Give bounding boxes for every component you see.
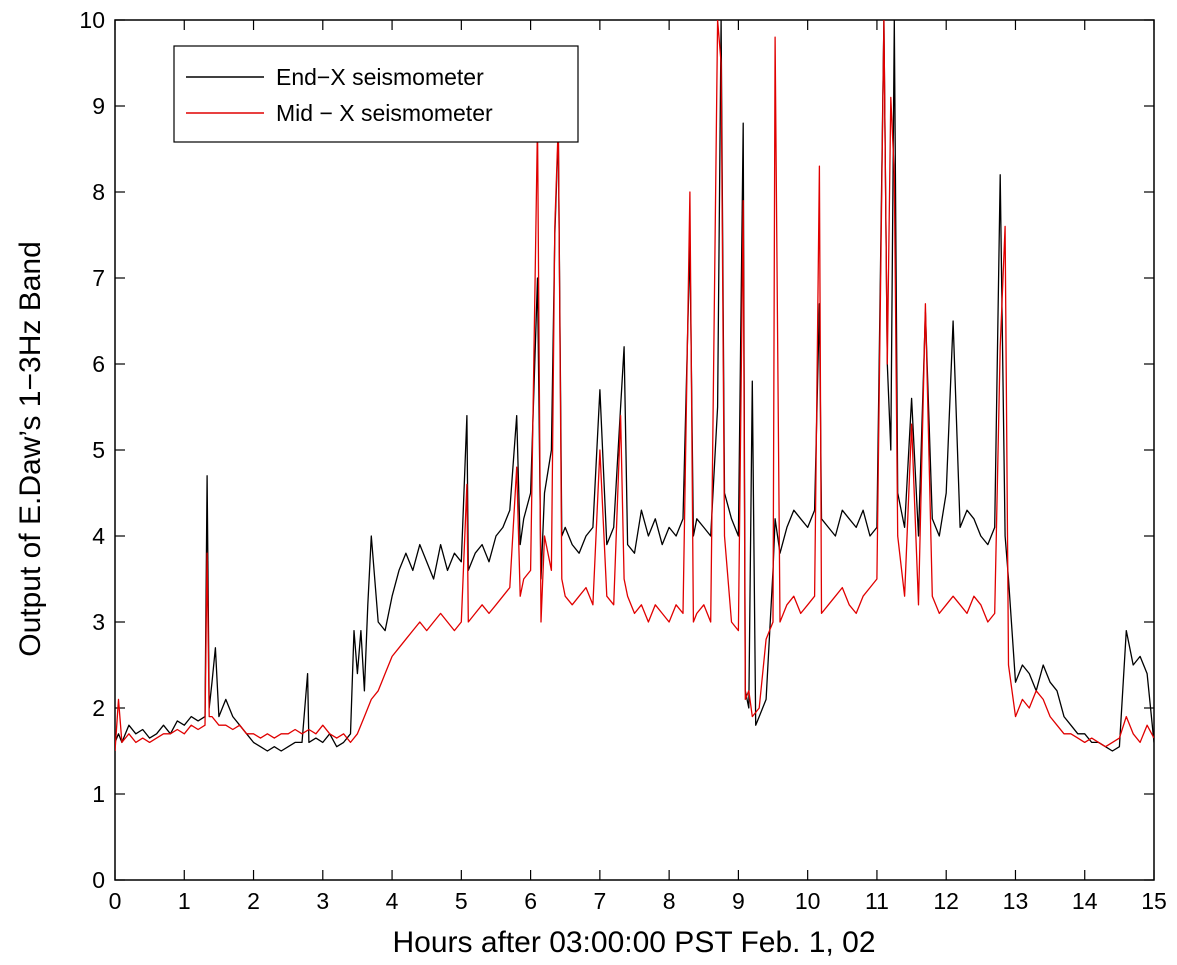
x-tick-label: 10	[795, 888, 821, 914]
series-line-1	[115, 20, 1154, 752]
y-tick-label: 0	[92, 867, 105, 893]
series-line-0	[115, 20, 1154, 752]
y-tick-label: 7	[92, 265, 105, 291]
y-tick-label: 1	[92, 781, 105, 807]
x-tick-label: 9	[732, 888, 745, 914]
x-tick-label: 13	[1003, 888, 1029, 914]
y-tick-label: 6	[92, 351, 105, 377]
y-tick-label: 9	[92, 93, 105, 119]
x-tick-label: 0	[109, 888, 122, 914]
x-tick-label: 4	[386, 888, 399, 914]
series-layer	[115, 20, 1154, 752]
legend: End−X seismometer Mid − X seismometer	[173, 45, 579, 143]
x-tick-label: 8	[663, 888, 676, 914]
y-tick-label: 2	[92, 695, 105, 721]
y-tick-label: 3	[92, 609, 105, 635]
x-axis-title: Hours after 03:00:00 PST Feb. 1, 02	[392, 926, 875, 959]
y-tick-label: 5	[92, 437, 105, 463]
y-tick-label: 4	[92, 523, 105, 549]
x-tick-label: 6	[524, 888, 537, 914]
y-tick-label: 10	[79, 7, 105, 33]
y-axis-title: Output of E.Daw’s 1−3Hz Band	[14, 241, 47, 657]
x-tick-label: 14	[1072, 888, 1098, 914]
x-tick-label: 5	[455, 888, 468, 914]
x-tick-label: 11	[865, 888, 889, 914]
x-tick-label: 3	[316, 888, 329, 914]
legend-label-0: End−X seismometer	[276, 64, 484, 90]
legend-box	[173, 45, 579, 143]
x-tick-label: 7	[593, 888, 606, 914]
x-tick-label: 12	[933, 888, 959, 914]
legend-label-1: Mid − X seismometer	[276, 100, 493, 126]
y-tick-label: 8	[92, 179, 105, 205]
x-tick-label: 15	[1141, 888, 1167, 914]
x-tick-label: 1	[178, 888, 191, 914]
x-tick-label: 2	[247, 888, 260, 914]
